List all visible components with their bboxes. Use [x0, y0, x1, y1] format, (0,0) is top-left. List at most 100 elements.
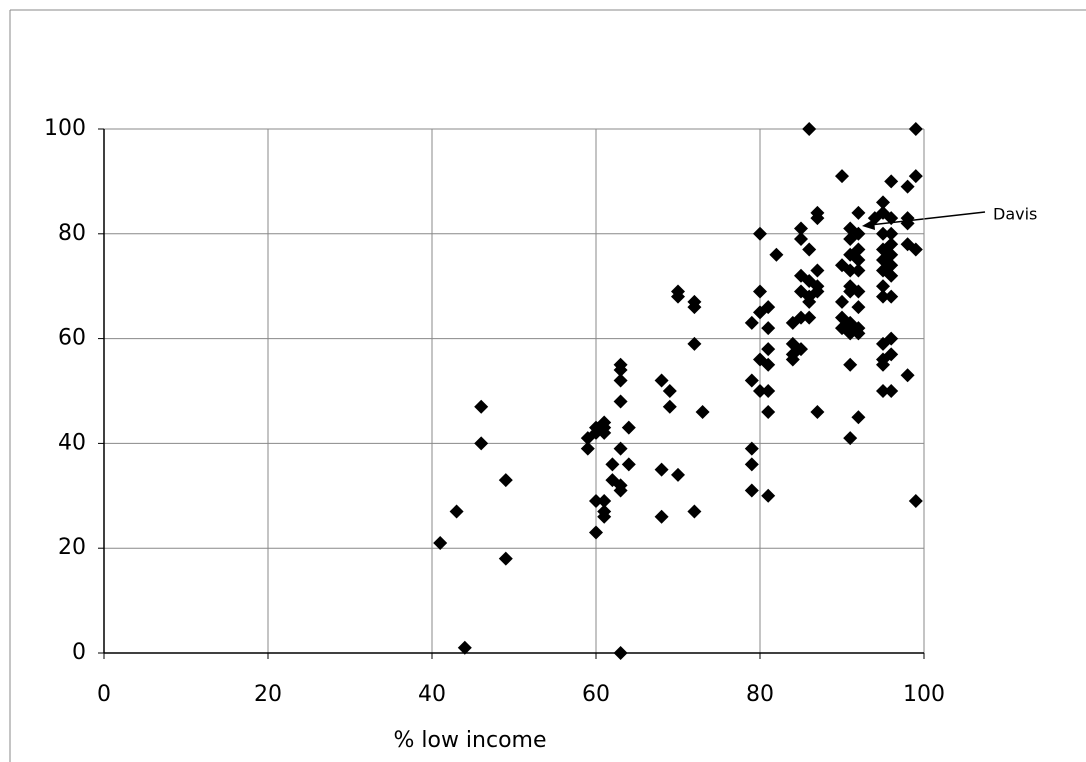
point [884, 268, 899, 283]
point [851, 205, 866, 220]
point [851, 300, 866, 315]
point [810, 404, 825, 419]
x-tick-label: 60 [582, 682, 610, 707]
point [695, 404, 710, 419]
point [900, 368, 915, 383]
point [908, 242, 923, 257]
point [810, 284, 825, 299]
point [654, 509, 669, 524]
point [761, 300, 776, 315]
point [621, 457, 636, 472]
point [687, 504, 702, 519]
point [843, 357, 858, 372]
point [794, 342, 808, 357]
point [810, 211, 825, 226]
point [597, 415, 612, 430]
point [884, 247, 899, 262]
point [761, 342, 776, 357]
point [835, 294, 849, 309]
point [876, 195, 890, 210]
point [761, 404, 776, 419]
point [613, 373, 628, 388]
point [671, 289, 685, 304]
x-tick-label: 100 [903, 682, 945, 707]
point [498, 473, 513, 488]
point [884, 331, 899, 346]
point [474, 399, 489, 414]
point [884, 289, 899, 304]
point [654, 373, 669, 388]
point [802, 242, 817, 257]
point [785, 352, 800, 367]
point [613, 646, 628, 660]
point [802, 294, 817, 309]
point [851, 284, 866, 299]
point [498, 551, 513, 566]
point [884, 237, 899, 252]
y-tick-label: 20 [58, 535, 86, 560]
point [884, 384, 899, 398]
point [900, 216, 915, 231]
x-axis-label: % low income [393, 728, 546, 753]
point [654, 462, 669, 477]
x-tick-label: 80 [746, 682, 774, 707]
point [744, 457, 759, 472]
point [449, 504, 464, 519]
point [851, 253, 866, 267]
point [744, 315, 759, 330]
point [876, 289, 890, 304]
point [433, 535, 448, 550]
point [851, 410, 866, 425]
point [761, 488, 776, 503]
point [843, 431, 858, 446]
x-tick-label: 20 [254, 682, 282, 707]
point [884, 226, 899, 241]
point [474, 436, 489, 451]
point [851, 263, 866, 278]
point [589, 525, 603, 540]
point [613, 394, 628, 409]
point [884, 174, 899, 189]
point [851, 226, 866, 241]
point [843, 263, 858, 278]
point [589, 494, 603, 509]
point [621, 420, 636, 435]
point [687, 336, 702, 351]
point [744, 373, 759, 388]
point [580, 441, 595, 456]
point [908, 169, 923, 184]
point [900, 179, 915, 194]
point [908, 494, 923, 509]
point [753, 226, 767, 241]
annotation: Davis [993, 205, 1037, 224]
point [810, 263, 825, 278]
point [761, 384, 776, 398]
point [794, 221, 808, 236]
y-tick-label: 0 [72, 640, 86, 665]
point [613, 483, 628, 498]
point [876, 384, 890, 398]
point [753, 384, 767, 398]
point [884, 258, 899, 273]
y-tick-label: 80 [58, 221, 86, 246]
x-tick-label: 0 [97, 682, 111, 707]
point [744, 441, 759, 456]
point [761, 357, 776, 372]
point [613, 441, 628, 456]
point [662, 399, 677, 414]
point [671, 467, 685, 482]
point [802, 310, 817, 325]
point [884, 211, 899, 226]
point [908, 122, 923, 136]
point [605, 457, 620, 472]
point [851, 242, 866, 257]
point [794, 310, 808, 325]
point [884, 347, 899, 362]
y-tick-label: 60 [58, 326, 86, 351]
point [843, 284, 858, 299]
point [876, 357, 890, 372]
x-tick-label: 40 [418, 682, 446, 707]
point [597, 494, 612, 509]
point [597, 425, 612, 440]
